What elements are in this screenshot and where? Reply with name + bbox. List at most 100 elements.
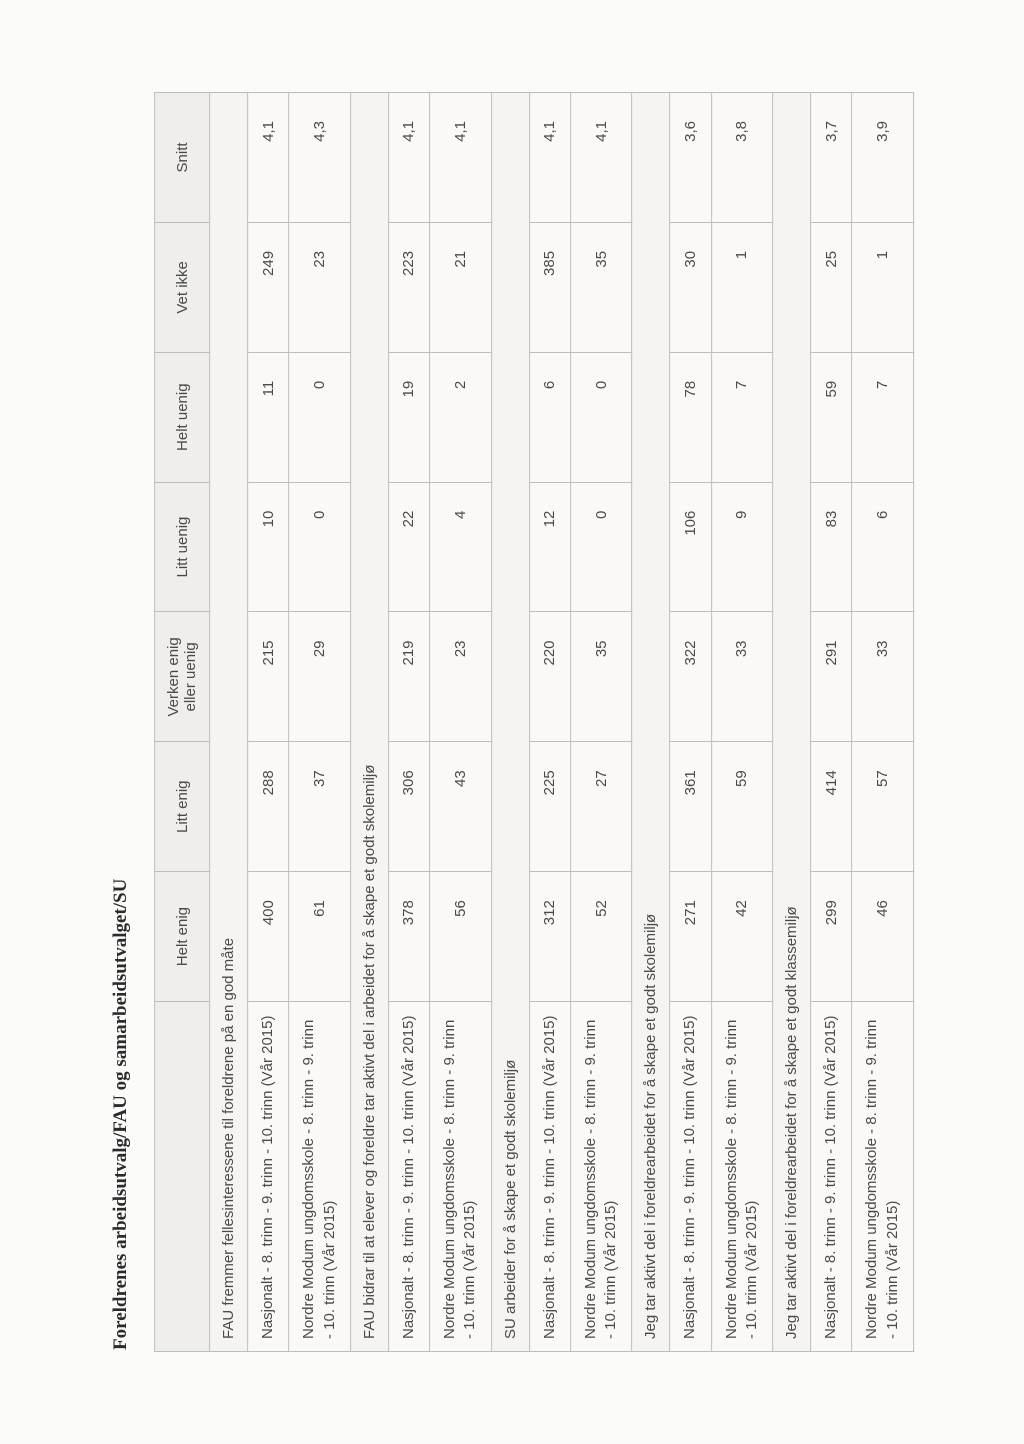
col-header: Snitt <box>155 93 210 223</box>
cell-value: 19 <box>388 352 429 482</box>
section-heading: Jeg tar aktivt del i foreldrearbeidet fo… <box>773 93 811 1352</box>
cell-value: 4,1 <box>388 93 429 223</box>
row-label: Nasjonalt - 8. trinn - 9. trinn - 10. tr… <box>248 1002 289 1352</box>
table-header-row: Helt enig Litt enig Verken enig eller ue… <box>155 93 210 1352</box>
cell-value: 1 <box>711 222 773 352</box>
cell-value: 4,3 <box>289 93 351 223</box>
cell-value: 21 <box>430 222 492 352</box>
cell-value: 42 <box>711 872 773 1002</box>
cell-value: 29 <box>289 612 351 742</box>
section-heading-row: Jeg tar aktivt del i foreldrearbeidet fo… <box>632 93 670 1352</box>
cell-value: 3,9 <box>852 93 914 223</box>
cell-value: 291 <box>811 612 852 742</box>
cell-value: 322 <box>670 612 711 742</box>
cell-value: 219 <box>388 612 429 742</box>
cell-value: 11 <box>248 352 289 482</box>
row-label: Nordre Modum ungdomsskole - 8. trinn - 9… <box>430 1002 492 1352</box>
section-heading: FAU fremmer fellesinteressene til foreld… <box>210 93 248 1352</box>
cell-value: 2 <box>430 352 492 482</box>
cell-value: 0 <box>289 482 351 612</box>
cell-value: 46 <box>852 872 914 1002</box>
table-row: Nasjonalt - 8. trinn - 9. trinn - 10. tr… <box>248 93 289 1352</box>
cell-value: 4 <box>430 482 492 612</box>
cell-value: 299 <box>811 872 852 1002</box>
cell-value: 30 <box>670 222 711 352</box>
cell-value: 61 <box>289 872 351 1002</box>
cell-value: 414 <box>811 742 852 872</box>
col-header: Verken enig eller uenig <box>155 612 210 742</box>
row-label: Nasjonalt - 8. trinn - 9. trinn - 10. tr… <box>388 1002 429 1352</box>
cell-value: 22 <box>388 482 429 612</box>
row-label: Nasjonalt - 8. trinn - 9. trinn - 10. tr… <box>811 1002 852 1352</box>
cell-value: 35 <box>570 222 632 352</box>
cell-value: 1 <box>852 222 914 352</box>
table-row: Nordre Modum ungdomsskole - 8. trinn - 9… <box>570 93 632 1352</box>
table-row: Nordre Modum ungdomsskole - 8. trinn - 9… <box>852 93 914 1352</box>
cell-value: 52 <box>570 872 632 1002</box>
cell-value: 23 <box>289 222 351 352</box>
page: Foreldrenes arbeidsutvalg/FAU og samarbe… <box>0 0 1024 1444</box>
cell-value: 6 <box>529 352 570 482</box>
table-row: Nasjonalt - 8. trinn - 9. trinn - 10. tr… <box>388 93 429 1352</box>
page-title: Foreldrenes arbeidsutvalg/FAU og samarbe… <box>110 92 132 1350</box>
section-heading: FAU bidrar til at elever og foreldre tar… <box>350 93 388 1352</box>
cell-value: 0 <box>570 352 632 482</box>
cell-value: 400 <box>248 872 289 1002</box>
table-row: Nordre Modum ungdomsskole - 8. trinn - 9… <box>711 93 773 1352</box>
cell-value: 43 <box>430 742 492 872</box>
cell-value: 4,1 <box>430 93 492 223</box>
table-row: Nasjonalt - 8. trinn - 9. trinn - 10. tr… <box>670 93 711 1352</box>
cell-value: 312 <box>529 872 570 1002</box>
cell-value: 215 <box>248 612 289 742</box>
cell-value: 3,8 <box>711 93 773 223</box>
survey-table: Helt enig Litt enig Verken enig eller ue… <box>154 92 914 1352</box>
cell-value: 249 <box>248 222 289 352</box>
cell-value: 223 <box>388 222 429 352</box>
row-label: Nasjonalt - 8. trinn - 9. trinn - 10. tr… <box>670 1002 711 1352</box>
cell-value: 3,6 <box>670 93 711 223</box>
row-label: Nasjonalt - 8. trinn - 9. trinn - 10. tr… <box>529 1002 570 1352</box>
table-row: Nordre Modum ungdomsskole - 8. trinn - 9… <box>289 93 351 1352</box>
section-heading: Jeg tar aktivt del i foreldrearbeidet fo… <box>632 93 670 1352</box>
cell-value: 56 <box>430 872 492 1002</box>
cell-value: 7 <box>852 352 914 482</box>
cell-value: 33 <box>852 612 914 742</box>
cell-value: 6 <box>852 482 914 612</box>
cell-value: 59 <box>811 352 852 482</box>
cell-value: 10 <box>248 482 289 612</box>
cell-value: 37 <box>289 742 351 872</box>
row-label: Nordre Modum ungdomsskole - 8. trinn - 9… <box>570 1002 632 1352</box>
section-heading-row: FAU bidrar til at elever og foreldre tar… <box>350 93 388 1352</box>
cell-value: 35 <box>570 612 632 742</box>
cell-value: 4,1 <box>248 93 289 223</box>
cell-value: 9 <box>711 482 773 612</box>
table-row: Nordre Modum ungdomsskole - 8. trinn - 9… <box>430 93 492 1352</box>
cell-value: 59 <box>711 742 773 872</box>
row-label: Nordre Modum ungdomsskole - 8. trinn - 9… <box>852 1002 914 1352</box>
rotated-content: Foreldrenes arbeidsutvalg/FAU og samarbe… <box>110 92 914 1352</box>
cell-value: 78 <box>670 352 711 482</box>
cell-value: 0 <box>570 482 632 612</box>
section-heading-row: FAU fremmer fellesinteressene til foreld… <box>210 93 248 1352</box>
cell-value: 12 <box>529 482 570 612</box>
cell-value: 4,1 <box>529 93 570 223</box>
header-empty <box>155 1002 210 1352</box>
cell-value: 306 <box>388 742 429 872</box>
cell-value: 288 <box>248 742 289 872</box>
cell-value: 83 <box>811 482 852 612</box>
cell-value: 220 <box>529 612 570 742</box>
cell-value: 385 <box>529 222 570 352</box>
table-row: Nasjonalt - 8. trinn - 9. trinn - 10. tr… <box>811 93 852 1352</box>
cell-value: 378 <box>388 872 429 1002</box>
row-label: Nordre Modum ungdomsskole - 8. trinn - 9… <box>289 1002 351 1352</box>
cell-value: 25 <box>811 222 852 352</box>
cell-value: 23 <box>430 612 492 742</box>
section-heading-row: SU arbeider for å skape et godt skolemil… <box>491 93 529 1352</box>
col-header: Helt enig <box>155 872 210 1002</box>
col-header: Litt enig <box>155 742 210 872</box>
cell-value: 4,1 <box>570 93 632 223</box>
cell-value: 57 <box>852 742 914 872</box>
cell-value: 361 <box>670 742 711 872</box>
cell-value: 271 <box>670 872 711 1002</box>
cell-value: 27 <box>570 742 632 872</box>
